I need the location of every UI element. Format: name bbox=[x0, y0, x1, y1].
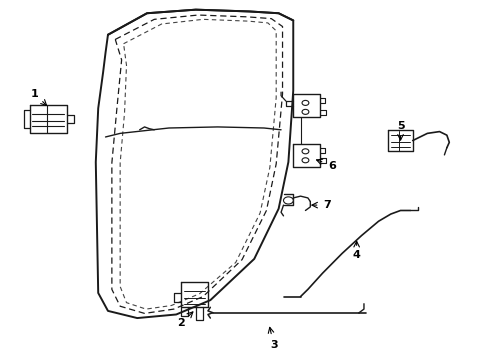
Text: 1: 1 bbox=[31, 89, 39, 99]
Text: 3: 3 bbox=[269, 340, 277, 350]
Circle shape bbox=[283, 197, 293, 204]
Circle shape bbox=[302, 158, 308, 163]
Text: 6: 6 bbox=[327, 161, 336, 171]
Text: 2: 2 bbox=[177, 319, 184, 328]
Circle shape bbox=[302, 109, 308, 114]
Text: 4: 4 bbox=[352, 250, 360, 260]
Circle shape bbox=[302, 100, 308, 105]
Text: 5: 5 bbox=[396, 121, 404, 131]
Circle shape bbox=[302, 149, 308, 154]
Text: 7: 7 bbox=[323, 200, 330, 210]
